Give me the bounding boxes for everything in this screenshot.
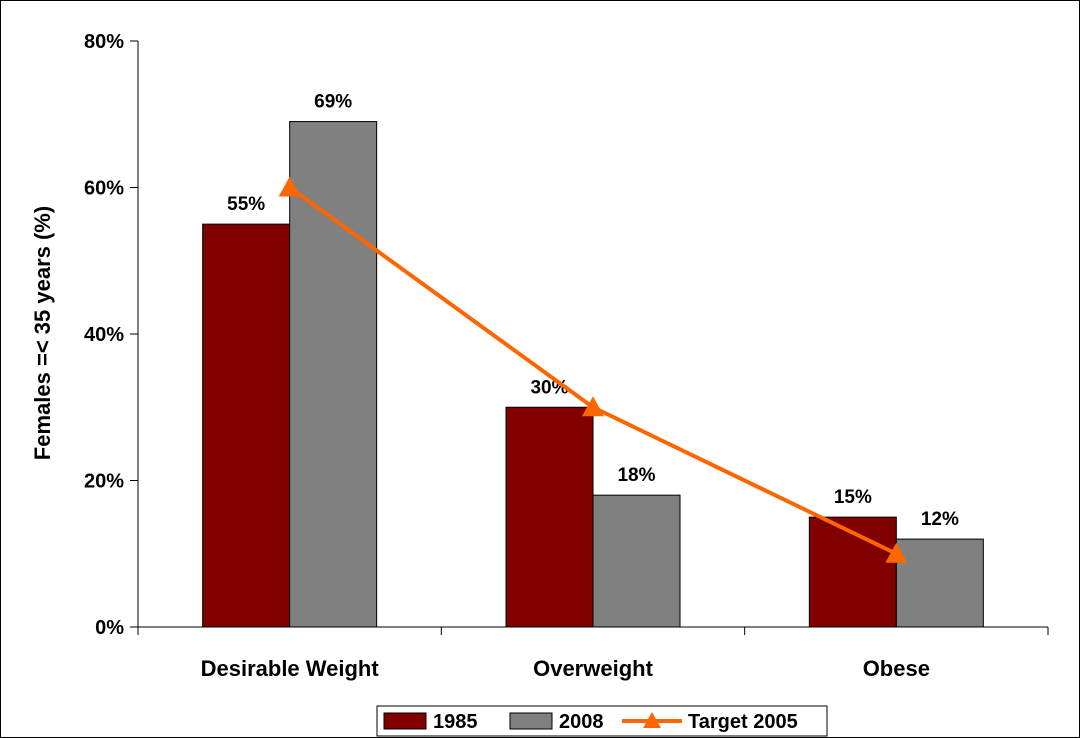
legend: 1985 2008 Target 2005 — [376, 705, 828, 737]
bar-data-label: 69% — [314, 92, 352, 113]
bar-2008-1 — [592, 494, 681, 628]
x-tick-label: Overweight — [533, 656, 653, 681]
legend-label: Target 2005 — [688, 711, 798, 733]
bar-labels: 55%30%15%69%18%12% — [227, 92, 959, 531]
bar-1985-0 — [202, 223, 291, 628]
legend-label: 2008 — [559, 711, 604, 733]
bar-data-label: 12% — [921, 509, 959, 530]
target-marker-0 — [278, 176, 301, 197]
legend-swatch-2008 — [509, 712, 553, 730]
x-tick-label: Obese — [863, 656, 930, 681]
bar-1985-1 — [505, 406, 594, 628]
bar-data-label: 55% — [227, 194, 265, 215]
legend-label: 1985 — [433, 711, 478, 733]
legend-box — [376, 705, 828, 737]
y-axis-title: Females =< 35 years (%) — [30, 206, 55, 460]
bar-2008-0 — [289, 121, 378, 628]
y-tick-label: 80% — [84, 31, 124, 53]
bar-data-label: 18% — [617, 465, 655, 486]
y-tick-label: 20% — [84, 471, 124, 493]
bar-data-label: 15% — [834, 487, 872, 508]
target-line — [278, 176, 908, 563]
legend-swatch-marker — [643, 712, 661, 728]
target-marker-1 — [582, 396, 604, 417]
x-tick-label: Desirable Weight — [201, 656, 380, 681]
y-tick-label: 0% — [95, 617, 124, 639]
bar-2008-2 — [895, 538, 984, 628]
target-marker-2 — [885, 542, 908, 563]
y-tick-label: 40% — [84, 324, 124, 346]
bars — [202, 121, 984, 628]
legend-swatch-1985 — [383, 712, 427, 730]
y-tick-label: 60% — [84, 178, 124, 200]
axes: 0% 20% 40% 60% 80% Desirable Weight Overweight… — [84, 31, 1049, 681]
bar-1985-2 — [808, 516, 897, 628]
